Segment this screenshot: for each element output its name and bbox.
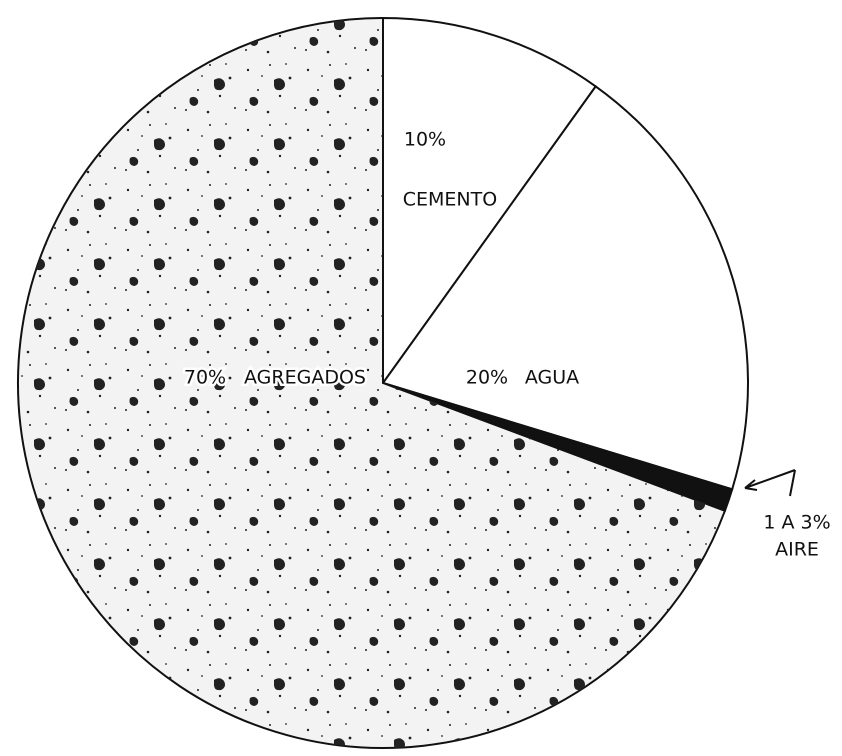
- pie: [17, 16, 749, 749]
- value-label: 70%: [184, 367, 226, 389]
- slice-texture: [17, 18, 725, 748]
- category-label: AGREGADOS: [244, 367, 366, 389]
- slice: [382, 16, 598, 387]
- value-label: 1 A 3%: [763, 512, 830, 534]
- category-label: CEMENTO: [403, 189, 497, 211]
- slice: [381, 84, 749, 491]
- category-label: AGUA: [525, 367, 579, 389]
- category-label: AIRE: [775, 539, 819, 561]
- value-label: 10%: [404, 129, 446, 151]
- value-label: 20%: [466, 367, 508, 389]
- aire-arrow: [744, 469, 796, 497]
